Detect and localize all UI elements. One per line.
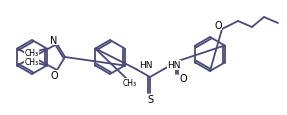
Text: CH₃: CH₃	[25, 58, 39, 66]
Text: S: S	[147, 94, 153, 104]
Text: O: O	[214, 21, 222, 31]
Text: CH₃: CH₃	[123, 79, 137, 88]
Text: HN: HN	[167, 61, 181, 70]
Text: O: O	[179, 73, 187, 83]
Text: HN: HN	[139, 61, 152, 70]
Text: N: N	[50, 36, 58, 46]
Text: O: O	[50, 70, 58, 80]
Text: CH₃: CH₃	[25, 49, 39, 58]
